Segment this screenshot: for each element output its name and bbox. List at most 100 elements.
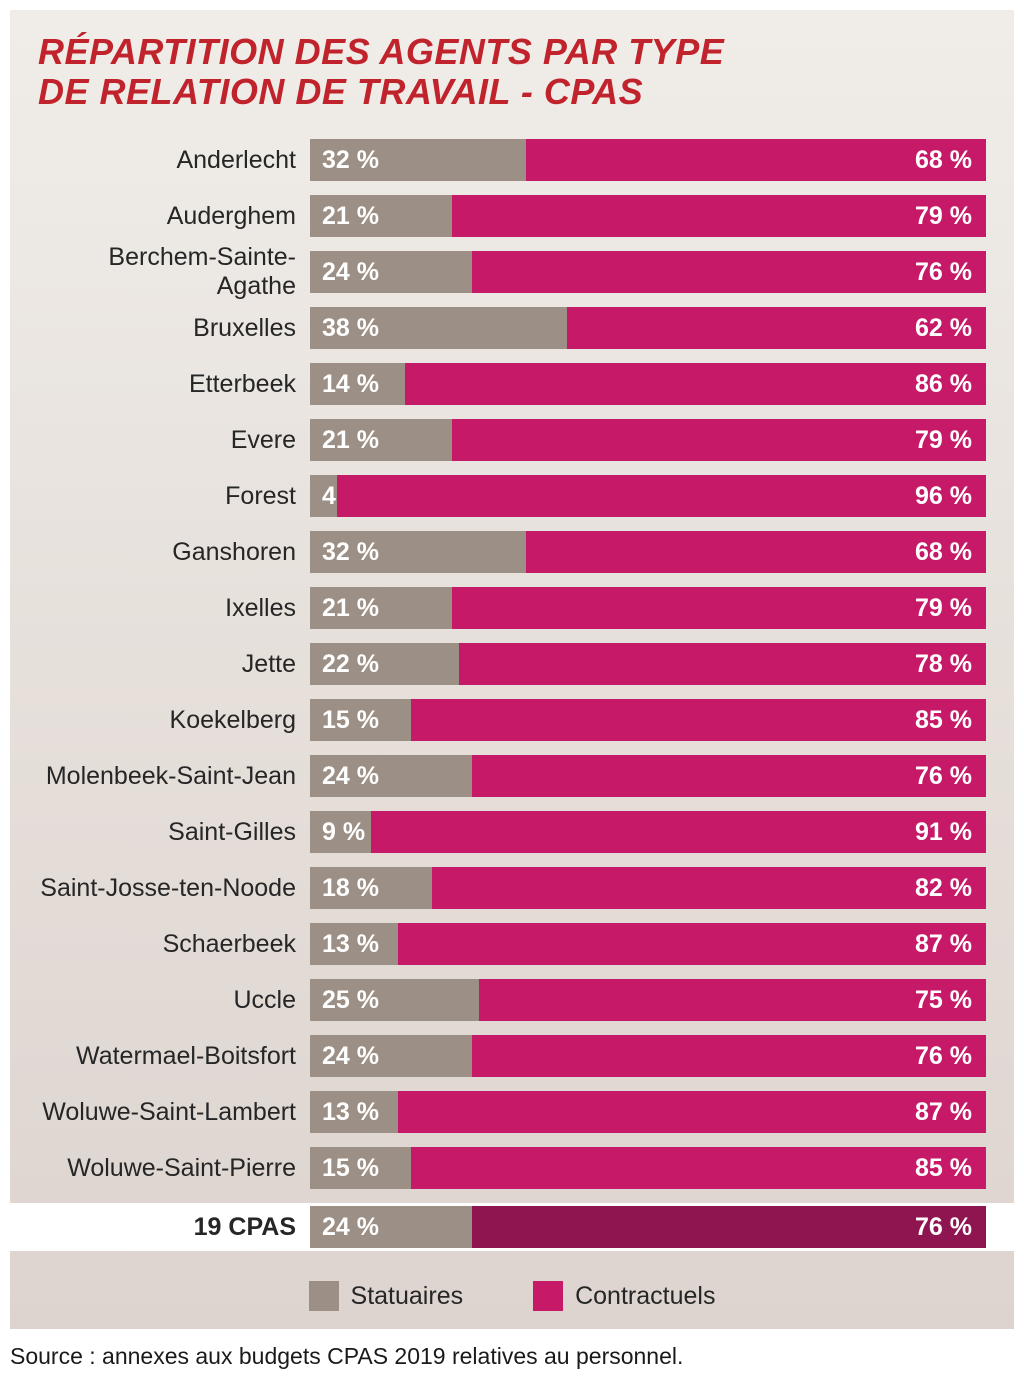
row-label: Molenbeek-Saint-Jean (38, 762, 310, 791)
segment-statutaires: 38 % (310, 307, 567, 349)
row-label: Forest (38, 482, 310, 511)
bar-row: Woluwe-Saint-Pierre15 %85 % (38, 1147, 986, 1189)
segment-statutaires: 15 % (310, 1147, 411, 1189)
segment-contractuels: 78 % (459, 643, 986, 685)
segment-statutaires: 21 % (310, 195, 452, 237)
bar-row: Etterbeek14 %86 % (38, 363, 986, 405)
bar-row: Berchem-Sainte-Agathe24 %76 % (38, 251, 986, 293)
segment-statutaires: 24 % (310, 1206, 472, 1248)
row-label: Ganshoren (38, 538, 310, 567)
bar: 24 %76 % (310, 251, 986, 293)
segment-statutaires: 32 % (310, 139, 526, 181)
chart-container: RÉPARTITION DES AGENTS PAR TYPE DE RELAT… (10, 10, 1014, 1329)
segment-statutaires: 22 % (310, 643, 459, 685)
segment-contractuels: 76 % (472, 1035, 986, 1077)
segment-statutaires: 18 % (310, 867, 432, 909)
segment-statutaires: 9 % (310, 811, 371, 853)
row-label: Bruxelles (38, 314, 310, 343)
row-label: Ixelles (38, 594, 310, 623)
segment-contractuels: 79 % (452, 587, 986, 629)
bar: 24 %76 % (310, 1206, 986, 1248)
segment-contractuels: 96 % (337, 475, 986, 517)
bar-row: Saint-Gilles9 %91 % (38, 811, 986, 853)
segment-statutaires: 24 % (310, 251, 472, 293)
bar-row: Schaerbeek13 %87 % (38, 923, 986, 965)
segment-statutaires: 24 % (310, 1035, 472, 1077)
row-label: 19 CPAS (38, 1213, 310, 1242)
row-label: Jette (38, 650, 310, 679)
segment-statutaires: 24 % (310, 755, 472, 797)
bar: 4 %96 % (310, 475, 986, 517)
bar: 21 %79 % (310, 587, 986, 629)
bar-row: Ixelles21 %79 % (38, 587, 986, 629)
bar-row: Ganshoren32 %68 % (38, 531, 986, 573)
segment-statutaires: 14 % (310, 363, 405, 405)
row-label: Saint-Josse-ten-Noode (38, 874, 310, 903)
bar-row: Auderghem21 %79 % (38, 195, 986, 237)
row-label: Saint-Gilles (38, 818, 310, 847)
bar-row: Bruxelles38 %62 % (38, 307, 986, 349)
row-label: Auderghem (38, 202, 310, 231)
bar: 32 %68 % (310, 531, 986, 573)
row-label: Schaerbeek (38, 930, 310, 959)
bar-row: Jette22 %78 % (38, 643, 986, 685)
segment-statutaires: 25 % (310, 979, 479, 1021)
row-label: Woluwe-Saint-Pierre (38, 1154, 310, 1183)
bar: 21 %79 % (310, 419, 986, 461)
segment-statutaires: 4 % (310, 475, 337, 517)
row-label: Evere (38, 426, 310, 455)
segment-statutaires: 13 % (310, 1091, 398, 1133)
segment-contractuels: 75 % (479, 979, 986, 1021)
bar: 21 %79 % (310, 195, 986, 237)
bar-row: Evere21 %79 % (38, 419, 986, 461)
segment-contractuels: 91 % (371, 811, 986, 853)
segment-contractuels: 76 % (472, 1206, 986, 1248)
bar: 18 %82 % (310, 867, 986, 909)
legend-item-contractuels: Contractuels (533, 1281, 715, 1311)
title-line-1: RÉPARTITION DES AGENTS PAR TYPE (38, 31, 724, 72)
bar: 24 %76 % (310, 1035, 986, 1077)
bar-row: Saint-Josse-ten-Noode18 %82 % (38, 867, 986, 909)
bar-row: Forest4 %96 % (38, 475, 986, 517)
source-note: Source : annexes aux budgets CPAS 2019 r… (10, 1343, 1014, 1370)
segment-statutaires: 21 % (310, 419, 452, 461)
segment-contractuels: 85 % (411, 1147, 986, 1189)
title-line-2: DE RELATION DE TRAVAIL - CPAS (38, 71, 643, 112)
bar: 32 %68 % (310, 139, 986, 181)
row-label: Watermael-Boitsfort (38, 1042, 310, 1071)
legend-item-statutaires: Statuaires (309, 1281, 464, 1311)
row-label: Uccle (38, 986, 310, 1015)
chart-title: RÉPARTITION DES AGENTS PAR TYPE DE RELAT… (38, 32, 986, 111)
segment-contractuels: 87 % (398, 1091, 986, 1133)
segment-contractuels: 87 % (398, 923, 986, 965)
bar: 38 %62 % (310, 307, 986, 349)
bar: 15 %85 % (310, 1147, 986, 1189)
segment-statutaires: 32 % (310, 531, 526, 573)
bar-row: Uccle25 %75 % (38, 979, 986, 1021)
row-label: Anderlecht (38, 146, 310, 175)
legend-swatch-statutaires (309, 1281, 339, 1311)
legend-label-statutaires: Statuaires (351, 1282, 464, 1311)
segment-contractuels: 62 % (567, 307, 986, 349)
row-label: Woluwe-Saint-Lambert (38, 1098, 310, 1127)
segment-statutaires: 21 % (310, 587, 452, 629)
segment-statutaires: 13 % (310, 923, 398, 965)
segment-contractuels: 68 % (526, 139, 986, 181)
bar: 9 %91 % (310, 811, 986, 853)
total-row: 19 CPAS24 %76 % (10, 1203, 1014, 1251)
segment-contractuels: 76 % (472, 755, 986, 797)
row-label: Koekelberg (38, 706, 310, 735)
bar-rows: Anderlecht32 %68 %Auderghem21 %79 %Berch… (38, 139, 986, 1251)
segment-contractuels: 85 % (411, 699, 986, 741)
bar: 25 %75 % (310, 979, 986, 1021)
bar-row: Anderlecht32 %68 % (38, 139, 986, 181)
bar: 24 %76 % (310, 755, 986, 797)
bar: 13 %87 % (310, 1091, 986, 1133)
segment-contractuels: 79 % (452, 419, 986, 461)
row-label: Berchem-Sainte-Agathe (38, 243, 310, 301)
bar: 15 %85 % (310, 699, 986, 741)
legend-label-contractuels: Contractuels (575, 1282, 715, 1311)
segment-contractuels: 82 % (432, 867, 986, 909)
legend: Statuaires Contractuels (38, 1281, 986, 1311)
bar-row: Watermael-Boitsfort24 %76 % (38, 1035, 986, 1077)
